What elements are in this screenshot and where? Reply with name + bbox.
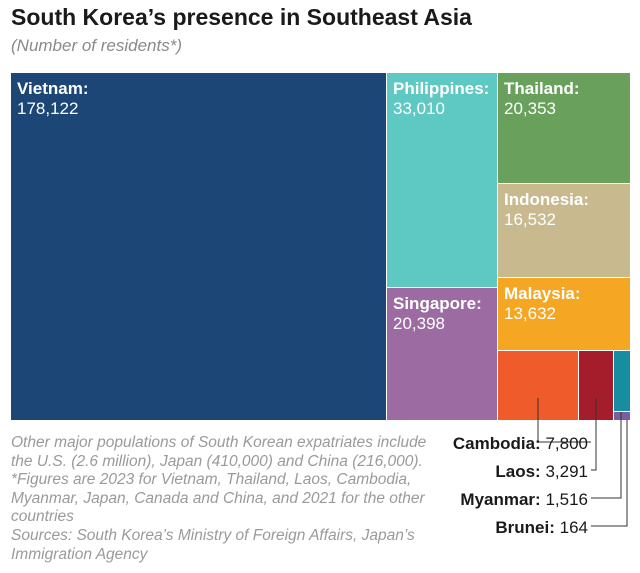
callout-value: 3,291 [545, 462, 588, 481]
tile-country-name: Malaysia: [504, 284, 581, 303]
callout-value: 7,800 [545, 434, 588, 453]
callout-value: 1,516 [545, 490, 588, 509]
callout-country-name: Myanmar: [460, 490, 541, 509]
chart-title: South Korea’s presence in Southeast Asia [11, 4, 472, 30]
tile-laos [579, 351, 613, 420]
tile-country-name: Thailand: [504, 79, 580, 98]
tile-thailand: Thailand: 20,353 [498, 73, 630, 183]
tile-value: 13,632 [504, 304, 556, 323]
footnote: Other major populations of South Korean … [11, 434, 431, 564]
tile-country-name: Indonesia: [504, 190, 590, 209]
tile-myanmar [614, 351, 630, 411]
callout-country-name: Laos: [495, 462, 541, 481]
callout-laos: Laos: 3,291 [495, 462, 588, 482]
tile-philippines: Philippines: 33,010 [387, 73, 497, 287]
sources-text: Sources: South Korea’s Ministry of Forei… [11, 526, 415, 563]
tile-value: 16,532 [504, 210, 556, 229]
tile-vietnam: Vietnam: 178,122 [11, 73, 386, 420]
tile-value: 178,122 [17, 99, 79, 118]
tile-cambodia [498, 351, 578, 420]
tile-label: Vietnam: 178,122 [17, 79, 89, 119]
tile-label: Thailand: 20,353 [504, 79, 580, 119]
tile-label: Singapore: 20,398 [393, 294, 482, 334]
tile-value: 20,398 [393, 314, 445, 333]
tile-label: Malaysia: 13,632 [504, 284, 581, 324]
tile-country-name: Vietnam: [17, 79, 89, 98]
tile-brunei [614, 412, 630, 420]
callout-cambodia: Cambodia: 7,800 [453, 434, 588, 454]
callout-value: 164 [559, 518, 588, 537]
tile-indonesia: Indonesia: 16,532 [498, 184, 630, 277]
tile-value: 20,353 [504, 99, 556, 118]
tile-label: Philippines: 33,010 [393, 79, 489, 119]
callout-country-name: Brunei: [495, 518, 555, 537]
callout-country-name: Cambodia: [452, 434, 541, 453]
tile-singapore: Singapore: 20,398 [387, 288, 497, 420]
tile-country-name: Singapore: [393, 294, 482, 313]
tile-label: Indonesia: 16,532 [504, 190, 589, 230]
tile-malaysia: Malaysia: 13,632 [498, 278, 630, 350]
footnote-text: Other major populations of South Korean … [11, 434, 427, 526]
callout-myanmar: Myanmar: 1,516 [460, 490, 588, 510]
chart-subtitle: (Number of residents*) [11, 36, 183, 55]
tile-country-name: Philippines: [393, 79, 490, 98]
leader-line-myanmar [591, 412, 622, 499]
tile-value: 33,010 [393, 99, 445, 118]
leader-line-brunei [591, 420, 628, 527]
callout-brunei: Brunei: 164 [495, 518, 588, 538]
